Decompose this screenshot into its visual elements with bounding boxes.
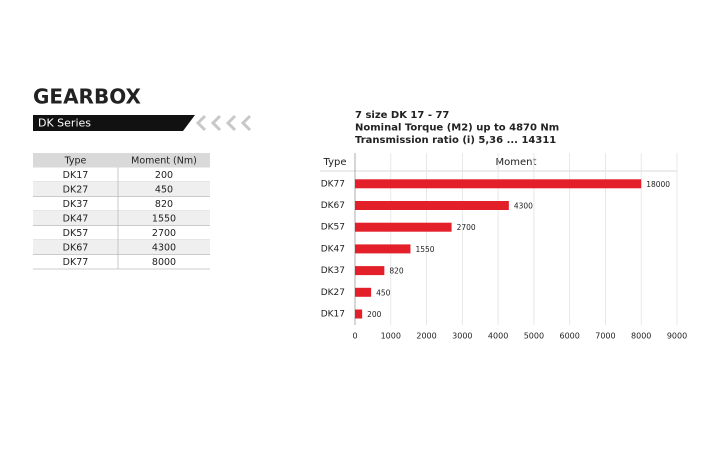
spec-line: Nominal Torque (M2) up to 4870 Nm: [355, 123, 559, 134]
y-tick-label: DK17: [321, 310, 345, 320]
value-header: Moment: [496, 157, 537, 168]
data-label: 1550: [415, 245, 434, 254]
data-label: 18000: [646, 180, 670, 189]
banner-text: DK Series: [38, 117, 91, 130]
y-tick-label: DK77: [321, 179, 345, 189]
cell: DK67: [63, 242, 89, 253]
x-tick-label: 8000: [631, 332, 651, 341]
x-tick-label: 4000: [488, 332, 508, 341]
cell: DK37: [63, 199, 89, 210]
column-header: Moment (Nm): [131, 155, 197, 166]
y-tick-label: DK57: [321, 223, 345, 233]
cell: DK57: [63, 228, 89, 239]
title: GEARBOX: [33, 85, 141, 109]
chevrons: [195, 114, 252, 132]
x-tick-label: 2000: [416, 332, 436, 341]
data-label: 2700: [457, 223, 476, 232]
y-tick-label: DK47: [321, 244, 345, 254]
cell: 200: [155, 170, 173, 181]
cell: 4300: [152, 242, 176, 253]
y-tick-label: DK67: [321, 201, 345, 211]
bar: [355, 222, 452, 232]
table-header-bg: [33, 153, 210, 168]
bar: [355, 309, 363, 319]
x-tick-label: 5000: [524, 332, 544, 341]
cell: DK17: [63, 170, 89, 181]
x-tick-label: 6000: [559, 332, 579, 341]
data-label: 4300: [514, 202, 533, 211]
chart: Type Moment 0 1000 2000 3000 4000 5000 6000 7000 8…: [320, 153, 687, 341]
spec-line: Transmission ratio (i) 5,36 ... 14311: [355, 135, 556, 146]
x-tick-label: 7000: [595, 332, 615, 341]
column-header: Type: [64, 155, 87, 166]
x-tick-label: 1000: [381, 332, 401, 341]
spec-line: 7 size DK 17 - 77: [355, 110, 449, 121]
cell: DK77: [63, 257, 89, 268]
cell: 8000: [152, 257, 176, 268]
y-tick-label: DK27: [321, 288, 345, 298]
category-header: Type: [323, 157, 347, 168]
cell: 820: [155, 199, 173, 210]
cell: 2700: [152, 228, 176, 239]
x-tick-label: 9000: [667, 332, 687, 341]
cell: 1550: [152, 213, 176, 224]
data-label: 200: [367, 310, 382, 319]
row-bg: [33, 211, 210, 226]
y-tick-label: DK37: [321, 266, 345, 276]
cell: DK47: [63, 213, 89, 224]
data-label: 450: [376, 288, 391, 297]
data-label: 820: [389, 267, 404, 276]
row-bg: [33, 182, 210, 197]
row-bg: [33, 240, 210, 255]
bar: [355, 201, 509, 210]
x-tick-label: 3000: [452, 332, 472, 341]
bar: [355, 266, 385, 276]
x-tick-label: 0: [352, 332, 357, 341]
specs: 7 size DK 17 - 77 Nominal Torque (M2) up …: [355, 110, 559, 146]
table: Type Moment (Nm) DK17 200 DK27 450 DK37 820 DK47…: [33, 153, 210, 270]
cell: 450: [155, 184, 173, 195]
bar: [355, 244, 411, 254]
banner: [33, 115, 195, 131]
bar: [355, 179, 642, 189]
bar: [355, 287, 372, 297]
cell: DK27: [63, 184, 89, 195]
